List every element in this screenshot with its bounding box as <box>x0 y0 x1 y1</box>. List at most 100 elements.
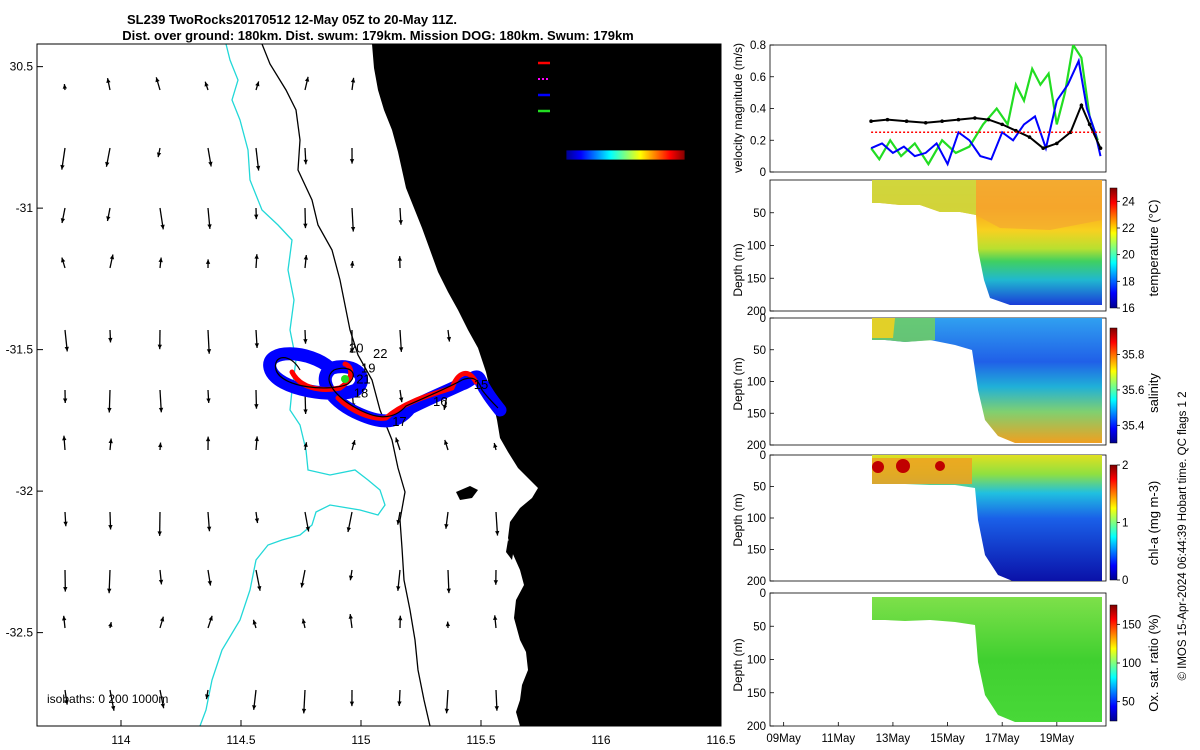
velocity-arrowhead <box>397 256 402 261</box>
velocity-arrowhead <box>158 407 164 413</box>
velocity-arrowhead <box>346 527 351 532</box>
legend-dive: dive-avg current veloc. <box>554 90 670 102</box>
geo-vel-point <box>986 117 991 122</box>
velocity-arrowhead <box>351 440 356 446</box>
velocity-arrowhead <box>160 703 165 709</box>
net-glider-marker <box>341 375 349 383</box>
chla-patch <box>896 459 910 473</box>
geostrophic-velocity-field <box>60 76 500 714</box>
map-x-tick-label: 114.5 <box>226 733 255 747</box>
salinity-panel: 0 50 100 150 200 35.4 35.6 35.8 Depth (m) salin… <box>731 313 1161 452</box>
depth-tick-label: 100 <box>747 241 766 253</box>
velocity-arrowhead <box>493 615 498 621</box>
time-tick-label: 13May <box>876 733 911 745</box>
velocity-arrowhead <box>62 84 68 89</box>
velocity-arrowhead <box>495 530 500 536</box>
velocity-arrowhead <box>254 214 259 220</box>
velocity-arrowhead <box>397 701 402 706</box>
geo-vel-point <box>885 117 890 122</box>
velocity-arrowhead <box>205 436 211 442</box>
depth-tick-label: 200 <box>747 576 766 588</box>
velocity-arrowhead <box>300 582 305 588</box>
oxygen-axis: 0 50 100 150 200 50 100 150 <box>747 588 1141 733</box>
velocity-arrowhead <box>157 531 162 536</box>
net-glider-track <box>274 357 499 418</box>
cbar-tick-label: 35.4 <box>1122 420 1145 432</box>
legend-swim: 25cm/s swim vector <box>554 58 655 70</box>
cbar-tick-label: 18 <box>1122 276 1135 288</box>
oxygen-ylabel: Depth (m) <box>731 638 745 691</box>
velocity-arrowhead <box>204 81 209 87</box>
cbar-tick-label: 16 <box>1122 303 1135 315</box>
map-colorbar <box>565 149 686 161</box>
velocity-arrowhead <box>206 349 212 354</box>
time-tick-label: 17May <box>985 733 1020 745</box>
salinity-colorbar <box>1109 327 1118 444</box>
depth-tick-label: 100 <box>747 377 766 389</box>
depth-tick-label: 200 <box>747 721 766 733</box>
velocity-arrowhead <box>158 257 163 263</box>
chla-field <box>872 455 1102 581</box>
map-y-tick-label: -31 <box>16 201 34 215</box>
island <box>456 486 478 500</box>
track-day-label: 14 <box>491 363 505 378</box>
temperature-panel: 50 100 150 200 16 18 20 22 24 Depth (m) temperat… <box>731 179 1161 318</box>
geo-vel-point <box>869 119 873 123</box>
velocity-arrowhead <box>156 152 162 158</box>
velocity-arrowhead <box>62 398 68 403</box>
velocity-arrowhead <box>108 337 113 343</box>
map-x-tick-label: 114 <box>111 733 130 747</box>
velocity-arrowhead <box>60 218 66 223</box>
velocity-arrowhead <box>493 580 499 585</box>
velocity-arrowhead <box>252 619 257 625</box>
velocity-arrowhead <box>208 615 213 621</box>
map-title-line2: Dist. over ground: 180km. Dist. swum: 17… <box>122 28 634 43</box>
velocity-y-tick-label: 0.4 <box>750 104 767 116</box>
velocity-arrowhead <box>255 81 260 87</box>
velocity-arrowhead <box>205 259 211 264</box>
geo-vel-point <box>904 119 909 123</box>
track-day-label: 17 <box>392 414 406 429</box>
velocity-arrowhead <box>348 614 353 619</box>
track-day-label: 19 <box>361 360 375 375</box>
velocity-arrowhead <box>301 618 306 624</box>
velocity-arrowhead <box>254 518 260 524</box>
depth-tick-label: 150 <box>747 273 766 285</box>
velocity-arrowhead <box>350 226 356 232</box>
salinity-ylabel: Depth (m) <box>731 357 745 410</box>
velocity-arrowhead <box>349 159 355 164</box>
map-x-tick-label: 116 <box>591 733 610 747</box>
velocity-arrowhead <box>398 615 403 621</box>
velocity-arrowhead <box>158 579 164 585</box>
geo-vel-point <box>1027 135 1032 139</box>
velocity-arrowhead <box>303 223 308 229</box>
velocity-arrowhead <box>349 348 355 353</box>
depth-tick-label: 0 <box>760 313 766 325</box>
velocity-y-tick-label: 0 <box>760 167 766 179</box>
track-day-label: 13 <box>500 383 514 398</box>
time-tick-label: 09May <box>766 733 801 745</box>
velocity-arrowhead <box>444 439 449 445</box>
map-legend: 25cm/s swim vector GPS surface velocity … <box>530 58 686 181</box>
velocity-arrowhead <box>350 77 356 83</box>
map-x-tick-label: 115.5 <box>466 733 495 747</box>
velocity-arrowhead <box>63 587 68 592</box>
depth-tick-label: 50 <box>753 345 766 357</box>
salinity-cbar-label: salinity <box>1146 373 1161 413</box>
map-cbar-tick-2: 0.4 <box>652 167 669 181</box>
chla-cbar-label: chl-a (mg m-3) <box>1146 481 1161 566</box>
credit-text: © IMOS 15-Apr-2024 06:44:39 Hobart time.… <box>1177 391 1189 680</box>
temperature-warm-surface <box>976 180 1102 230</box>
velocity-arrowhead <box>110 705 116 711</box>
velocity-arrowhead <box>155 77 160 83</box>
land-mass <box>372 44 721 726</box>
velocity-arrowhead <box>255 165 261 171</box>
legend-net: net glider velocity <box>554 106 643 118</box>
velocity-arrowhead <box>254 404 259 409</box>
cbar-tick-label: 2 <box>1122 460 1128 472</box>
velocity-arrowhead <box>108 622 113 627</box>
geo-vel-point <box>1068 130 1073 135</box>
velocity-arrowhead <box>62 615 67 621</box>
